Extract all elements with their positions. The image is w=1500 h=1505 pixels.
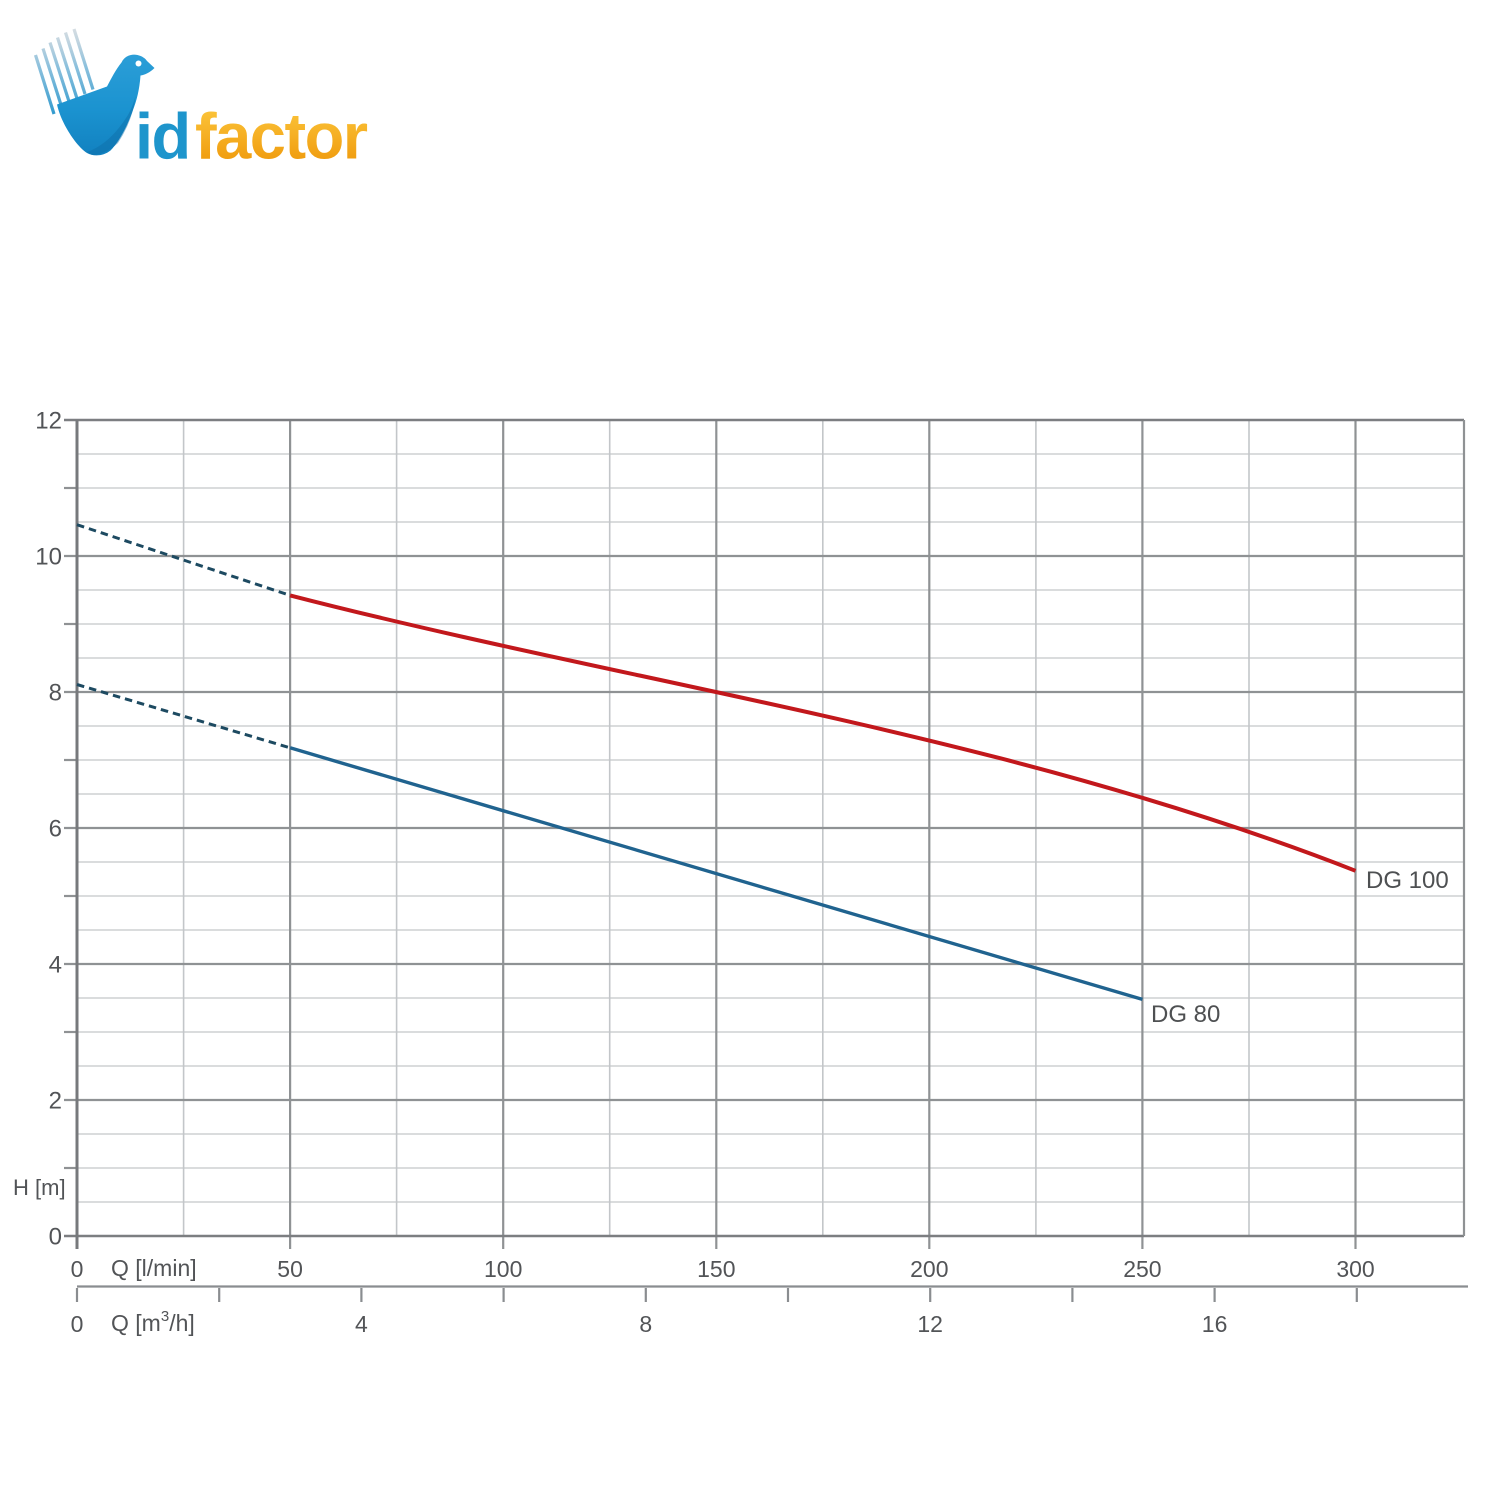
- svg-text:6: 6: [49, 816, 62, 843]
- svg-text:4: 4: [355, 1311, 368, 1337]
- svg-text:factor: factor: [195, 100, 368, 173]
- svg-text:DG 80: DG 80: [1151, 1001, 1220, 1028]
- svg-text:16: 16: [1202, 1311, 1228, 1337]
- svg-text:0: 0: [71, 1311, 84, 1337]
- svg-text:12: 12: [35, 408, 62, 435]
- svg-text:50: 50: [277, 1256, 303, 1282]
- svg-text:300: 300: [1336, 1256, 1374, 1282]
- svg-text:10: 10: [35, 544, 62, 571]
- svg-text:Q [l/min]: Q [l/min]: [111, 1255, 197, 1281]
- svg-text:2: 2: [49, 1088, 62, 1115]
- svg-text:150: 150: [697, 1256, 735, 1282]
- svg-text:Q [m3/h]: Q [m3/h]: [111, 1308, 195, 1336]
- svg-text:4: 4: [49, 952, 62, 979]
- svg-text:8: 8: [49, 680, 62, 707]
- svg-text:id: id: [135, 100, 190, 173]
- svg-text:8: 8: [639, 1311, 652, 1337]
- svg-text:12: 12: [917, 1311, 943, 1337]
- svg-text:100: 100: [484, 1256, 522, 1282]
- svg-text:250: 250: [1123, 1256, 1161, 1282]
- svg-text:H [m]: H [m]: [13, 1175, 66, 1200]
- svg-text:0: 0: [71, 1256, 84, 1282]
- svg-text:DG 100: DG 100: [1366, 867, 1449, 894]
- svg-text:0: 0: [49, 1224, 62, 1251]
- svg-text:200: 200: [910, 1256, 948, 1282]
